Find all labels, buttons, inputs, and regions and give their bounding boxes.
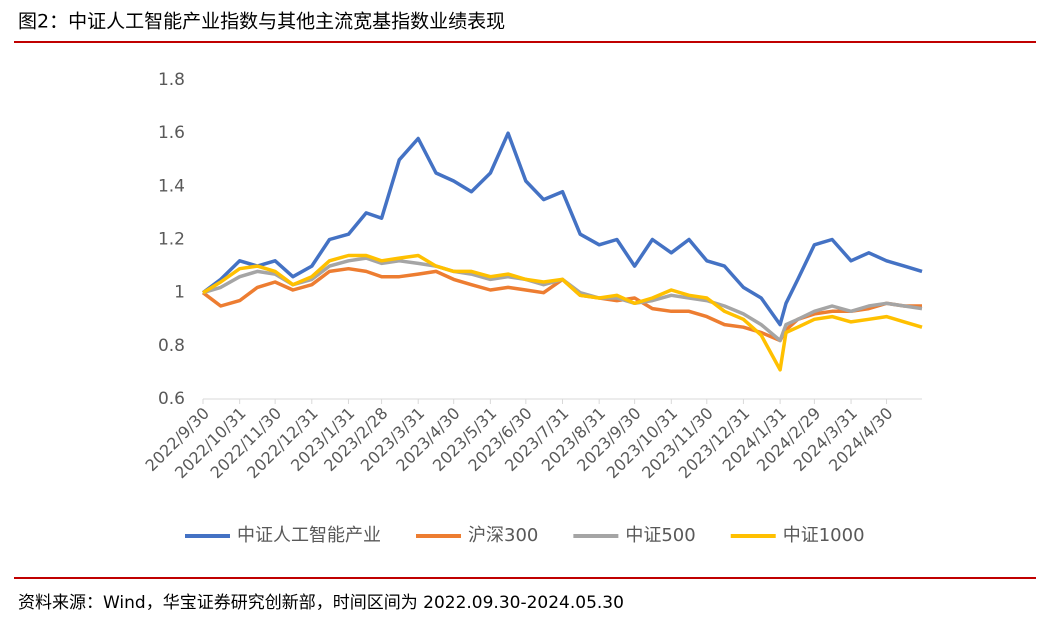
y-tick-label: 1.2 (158, 230, 185, 250)
y-tick-label: 0.8 (158, 336, 185, 356)
y-tick-label: 1.4 (158, 176, 185, 196)
source-note: 资料来源：Wind，华宝证券研究创新部，时间区间为 2022.09.30-202… (18, 593, 624, 613)
legend-label: 中证人工智能产业 (237, 525, 381, 546)
y-tick-label: 1.6 (158, 123, 185, 143)
y-tick-label: 0.6 (158, 389, 185, 409)
series-line (201, 131, 923, 327)
legend-label: 中证500 (625, 525, 695, 546)
y-tick-label: 1.8 (158, 70, 185, 90)
y-tick-label: 1 (174, 283, 185, 303)
legend-label: 沪深300 (468, 525, 538, 546)
chart-title: 图2：中证人工智能产业指数与其他主流宽基指数业绩表现 (18, 11, 505, 33)
series-line (202, 256, 923, 343)
series-line (202, 253, 923, 372)
legend-label: 中证1000 (783, 525, 865, 546)
